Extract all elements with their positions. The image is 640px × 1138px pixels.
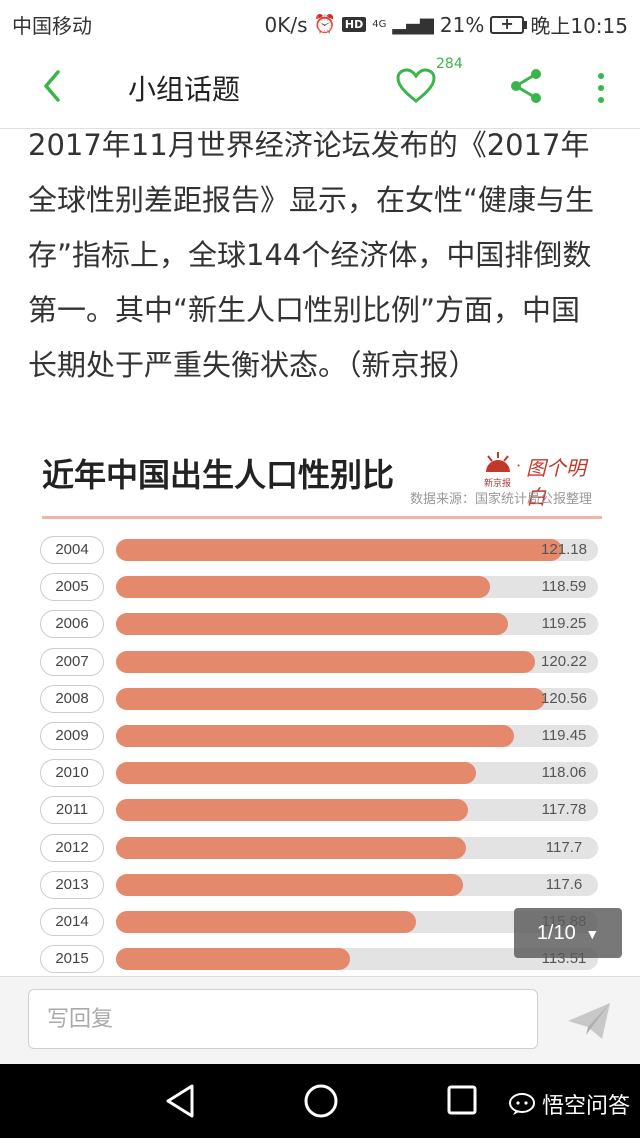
infographic-image[interactable]: 近年中国出生人口性别比 新京报 · 图个明白 数据来源：国家统计局公报整理 20… [28, 428, 612, 976]
bar-value-label: 118.59 [541, 578, 587, 596]
bar-fill [116, 836, 466, 859]
bar-row: 2011 117.78 [28, 796, 612, 825]
nav-back-icon[interactable] [162, 1082, 198, 1120]
year-label: 2014 [40, 908, 104, 936]
more-options-icon[interactable] [586, 68, 616, 108]
nav-home-icon[interactable] [302, 1082, 340, 1120]
year-label: 2007 [40, 647, 104, 676]
reply-input[interactable]: 写回复 [28, 989, 538, 1049]
back-arrow-icon[interactable] [34, 66, 74, 106]
pager-arrow-icon: ▼ [585, 926, 600, 942]
bar-fill [116, 762, 476, 785]
wukong-watermark: 悟空问答 [508, 1088, 630, 1120]
bar-value-label: 117.7 [545, 838, 583, 856]
bar-fill [116, 687, 545, 710]
bar-value-label: 119.45 [541, 727, 587, 744]
bar-value-label: 119.25 [541, 615, 587, 633]
bar-row: 2007 120.22 [28, 647, 612, 676]
year-label: 2009 [40, 722, 104, 750]
pager-label: 1/10 [536, 922, 576, 944]
article-line: 2017年11月世界经济论坛发布的《2017年 [28, 128, 590, 162]
heart-icon[interactable] [396, 68, 436, 104]
article-line: 存”指标上，全球144个经济体，中国排倒数 [28, 238, 592, 272]
speech-bubble-icon [509, 1093, 535, 1115]
bar-value-label: 120.56 [541, 689, 587, 707]
like-count: 284 [436, 56, 463, 72]
status-icons: 0K/s ⏰ HD 4G ▂▄▆ 21% + 晚上10:15 [264, 10, 628, 39]
bar-fill [116, 873, 463, 896]
chart-title: 近年中国出生人口性别比 [42, 456, 395, 494]
bar-fill [116, 948, 350, 971]
alarm-icon: ⏰ [313, 14, 336, 35]
article-line: 第一。其中“新生人口性别比例”方面，中国 [28, 293, 581, 327]
bar-value-label: 118.06 [541, 764, 587, 782]
hd-icon: HD [341, 17, 367, 32]
logo-separator: · [516, 456, 522, 475]
bar-row: 2009 119.45 [28, 722, 612, 750]
year-label: 2015 [40, 945, 104, 974]
article-body: 2017年11月世界经济论坛发布的《2017年 全球性别差距报告》显示，在女性“… [28, 118, 620, 393]
page-title: 小组话题 [128, 73, 241, 106]
title-divider [42, 516, 602, 519]
battery-percent: 21% [439, 12, 485, 37]
logo-small-text: 新京报 [484, 479, 512, 489]
logo-script-text: 图个明白 [526, 456, 586, 509]
signal-icon: ▂▄▆ [392, 14, 434, 35]
nav-recent-apps-icon[interactable] [446, 1084, 478, 1116]
share-icon[interactable] [506, 66, 546, 106]
bar-fill [116, 650, 535, 673]
article-line: 长期处于严重失衡状态。（新京报） [28, 348, 478, 382]
bar-value-label: 117.78 [541, 801, 587, 819]
year-label: 2005 [40, 573, 104, 602]
status-bar: 中国移动 0K/s ⏰ HD 4G ▂▄▆ 21% + 晚上10:15 [0, 0, 640, 44]
sun-logo-icon [486, 452, 510, 472]
bar-row: 2008 120.56 [28, 684, 612, 713]
year-label: 2013 [40, 870, 104, 899]
year-label: 2010 [40, 759, 104, 788]
carrier-label: 中国移动 [12, 14, 92, 38]
bar-fill [116, 911, 416, 933]
bar-fill [116, 539, 562, 561]
send-icon[interactable] [566, 999, 612, 1043]
image-pager[interactable]: 1/10 ▼ [514, 908, 622, 958]
bar-row: 2015 113.51 [28, 945, 612, 974]
bar-value-label: 120.22 [541, 652, 587, 670]
year-label: 2011 [40, 796, 104, 825]
bar-row: 2014115.88 [28, 908, 612, 936]
bar-row: 2013 117.6 [28, 870, 612, 899]
publisher-logo: 新京报 · 图个明白 [484, 448, 604, 509]
year-label: 2006 [40, 610, 104, 639]
bar-row: 2004 121.18 [28, 536, 612, 564]
bar-fill [116, 799, 468, 822]
app-bar: 小组话题 284 [0, 44, 640, 129]
battery-icon: + [490, 14, 528, 34]
bar-value-label: 121.18 [541, 541, 587, 558]
bar-row: 2005 118.59 [28, 573, 612, 602]
bar-value-label: 117.6 [545, 875, 583, 893]
bar-fill [116, 725, 514, 747]
bar-row: 2012 117.7 [28, 833, 612, 862]
watermark-text: 悟空问答 [542, 1094, 631, 1119]
article-line: 全球性别差距报告》显示，在女性“健康与生 [28, 183, 595, 217]
bar-row: 2006 119.25 [28, 610, 612, 639]
reply-bar: 写回复 [0, 976, 640, 1065]
year-label: 2004 [40, 536, 104, 564]
network-type: 4G [372, 18, 387, 30]
network-speed: 0K/s [264, 12, 308, 37]
year-label: 2008 [40, 684, 104, 713]
bar-fill [116, 576, 490, 599]
data-source: 数据来源：国家统计局公报整理 [409, 492, 592, 507]
bar-row: 2010 118.06 [28, 759, 612, 788]
bar-fill [116, 613, 508, 636]
year-label: 2012 [40, 833, 104, 862]
clock: 晚上10:15 [530, 14, 628, 38]
system-nav-bar: 悟空问答 [0, 1064, 640, 1138]
